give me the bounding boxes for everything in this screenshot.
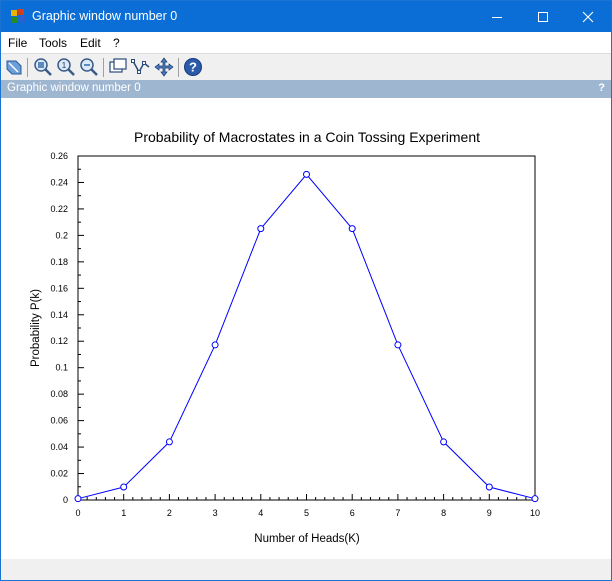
- y-tick-label: 0.1: [55, 363, 68, 373]
- x-tick-label: 4: [258, 508, 263, 518]
- data-point: [303, 170, 310, 178]
- y-tick-label: 0.08: [50, 389, 68, 399]
- y-tick-label: 0: [63, 495, 68, 505]
- toolbar-separator: [27, 58, 28, 77]
- x-axis: 0 1 2 3 4 5 6 7 8 9 10: [75, 494, 540, 518]
- menu-tools[interactable]: Tools: [39, 36, 68, 50]
- y-tick-label: 0.22: [50, 204, 68, 214]
- series-layer: [74, 170, 539, 503]
- y-tick-label: 0.02: [50, 469, 68, 479]
- data-point: [120, 483, 128, 491]
- plot-canvas[interactable]: Probability of Macrostates in a Coin Tos…: [1, 98, 611, 559]
- x-axis-label: Number of Heads(K): [254, 533, 360, 545]
- line-chart[interactable]: Probability of Macrostates in a Coin Tos…: [1, 98, 611, 559]
- menu-edit[interactable]: Edit: [80, 36, 101, 50]
- y-tick-label: 0.24: [50, 177, 68, 187]
- menu-help[interactable]: ?: [113, 36, 120, 50]
- datatip-icon[interactable]: [108, 57, 128, 77]
- zoom-original-icon[interactable]: 1: [56, 57, 76, 77]
- maximize-button[interactable]: [520, 1, 566, 32]
- data-point: [485, 483, 493, 491]
- y-tick-label: 0.14: [50, 310, 68, 320]
- svg-text:?: ?: [189, 60, 197, 75]
- rotate-icon[interactable]: [4, 57, 24, 77]
- x-tick-label: 7: [395, 508, 400, 518]
- zoom-out-icon[interactable]: [79, 57, 99, 77]
- y-tick-label: 0.26: [50, 151, 68, 161]
- chart-title: Probability of Macrostates in a Coin Tos…: [134, 129, 480, 145]
- series-line: [77, 173, 536, 500]
- y-tick-label: 0.06: [50, 416, 68, 426]
- help-icon[interactable]: ?: [183, 57, 203, 77]
- y-tick-label: 0.04: [50, 442, 68, 452]
- y-axis-label: Probability P(k): [30, 289, 42, 367]
- window-title: Graphic window number 0: [32, 9, 178, 23]
- x-tick-label: 0: [75, 508, 80, 518]
- data-point: [348, 225, 356, 233]
- panel-title-bar: Graphic window number 0 ?: [1, 80, 611, 98]
- data-point: [211, 341, 219, 349]
- toolbar-separator: [103, 58, 104, 77]
- data-point: [74, 495, 82, 503]
- x-tick-label: 9: [487, 508, 492, 518]
- x-tick-label: 1: [121, 508, 126, 518]
- x-tick-label: 5: [304, 508, 309, 518]
- y-tick-label: 0.2: [55, 230, 68, 240]
- y-tick-label: 0.18: [50, 257, 68, 267]
- data-point: [394, 341, 402, 349]
- data-point: [257, 225, 265, 233]
- toolbar: 1 ?: [1, 53, 611, 81]
- x-tick-label: 3: [213, 508, 218, 518]
- zoom-in-icon[interactable]: [33, 57, 53, 77]
- maximize-icon: [538, 11, 548, 22]
- toolbar-separator: [178, 58, 179, 77]
- panel-help-button[interactable]: ?: [598, 82, 605, 94]
- status-bar: [1, 559, 611, 580]
- close-icon: [582, 11, 594, 22]
- y-tick-label: 0.16: [50, 283, 68, 293]
- x-tick-label: 8: [441, 508, 446, 518]
- data-point: [531, 495, 539, 503]
- scilab-app-icon: [11, 9, 25, 23]
- pan-icon[interactable]: [154, 57, 174, 77]
- minimize-button[interactable]: [474, 1, 520, 32]
- plot-area: [77, 155, 536, 501]
- data-point: [165, 438, 173, 446]
- x-tick-label: 6: [350, 508, 355, 518]
- y-axis: 0 0.02 0.04 0.06 0.08 0.1 0.12 0.14 0.16 0.18 0.2 0…: [50, 151, 84, 505]
- minimize-icon: [492, 16, 502, 18]
- y-tick-label: 0.12: [50, 336, 68, 346]
- svg-text:1: 1: [62, 61, 67, 70]
- title-bar[interactable]: Graphic window number 0: [1, 1, 611, 32]
- x-tick-label: 2: [167, 508, 172, 518]
- edit-curve-icon[interactable]: [131, 57, 151, 77]
- data-point: [440, 438, 448, 446]
- menu-bar: File Tools Edit ?: [1, 32, 611, 53]
- x-tick-label: 10: [530, 508, 540, 518]
- menu-file[interactable]: File: [8, 36, 28, 50]
- close-button[interactable]: [565, 1, 611, 32]
- panel-title: Graphic window number 0: [7, 82, 141, 94]
